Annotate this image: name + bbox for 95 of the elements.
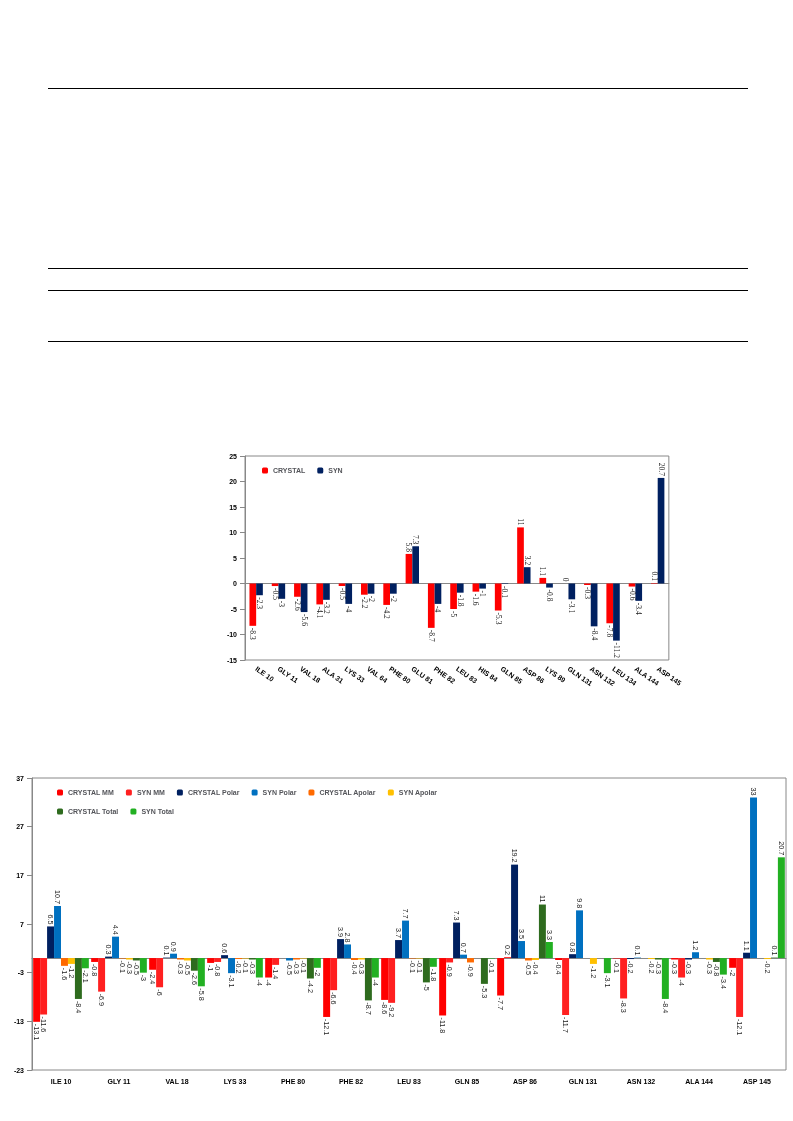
bar [221, 955, 229, 959]
bar [278, 583, 286, 599]
bar [156, 958, 164, 988]
bar [54, 905, 61, 959]
bar [412, 546, 419, 584]
bar [568, 583, 576, 600]
bar [569, 954, 577, 959]
bar [576, 910, 583, 959]
bar [479, 583, 486, 589]
bar [371, 958, 379, 978]
bar [538, 904, 546, 959]
bar [613, 583, 620, 641]
bar [91, 958, 99, 962]
bar [183, 958, 191, 961]
bar [603, 958, 611, 974]
bar [249, 583, 257, 626]
bar [265, 958, 273, 978]
bar [256, 583, 263, 596]
bar [286, 958, 293, 961]
bar [98, 958, 106, 992]
bar [381, 958, 389, 1000]
bar [620, 958, 628, 999]
bar [139, 958, 147, 973]
bar [439, 958, 447, 1016]
bar [518, 941, 525, 959]
bar [427, 583, 435, 628]
bar [736, 958, 744, 1017]
bar [546, 583, 553, 588]
bar [345, 583, 353, 604]
bar [511, 864, 519, 959]
bar [323, 958, 331, 1017]
bar [606, 583, 614, 624]
bar [450, 583, 457, 609]
bar [422, 958, 430, 983]
bar [402, 920, 409, 959]
bar [330, 958, 338, 991]
bar [40, 958, 48, 1015]
bar [712, 958, 720, 962]
bar [589, 958, 597, 964]
bar [190, 958, 198, 971]
bar [67, 958, 75, 964]
bar [170, 953, 177, 959]
bar [390, 583, 397, 594]
bar [497, 958, 505, 996]
bar [74, 958, 82, 999]
bar [719, 958, 727, 975]
bar [635, 583, 643, 601]
bar [395, 940, 403, 959]
bar [743, 952, 751, 959]
bar [47, 926, 55, 959]
bar [344, 944, 351, 959]
bar [383, 583, 390, 605]
bar [323, 583, 330, 600]
bar [364, 958, 372, 1001]
bar [525, 958, 532, 961]
bar [661, 958, 669, 999]
bar [61, 958, 68, 966]
bar [313, 958, 321, 968]
bar [361, 583, 368, 595]
bar [777, 857, 785, 959]
bar [149, 958, 157, 970]
bar [545, 942, 553, 959]
bar [446, 958, 454, 963]
bar [197, 958, 205, 987]
bar [81, 958, 89, 969]
bar [272, 958, 280, 965]
bar [228, 958, 235, 974]
bar [405, 553, 413, 584]
bar [628, 583, 636, 587]
bar [729, 958, 737, 968]
bar [33, 958, 41, 1022]
bar [429, 958, 437, 967]
bar [517, 527, 524, 584]
bar [480, 958, 488, 984]
bar [112, 936, 119, 959]
bar [692, 952, 699, 959]
bar [494, 583, 502, 611]
bar [132, 958, 140, 961]
bar [456, 583, 464, 593]
bar [337, 939, 345, 959]
bar [657, 477, 665, 584]
bar [453, 922, 461, 959]
bar [388, 958, 396, 1003]
bar [316, 583, 324, 605]
bar [562, 958, 570, 1016]
bar [523, 567, 531, 584]
bar [306, 958, 314, 979]
bar [294, 583, 301, 597]
bar [750, 797, 757, 959]
bar [678, 958, 686, 978]
bar [467, 958, 474, 963]
bar [255, 958, 263, 978]
bar [539, 577, 547, 584]
bar [214, 958, 222, 962]
bar [207, 958, 215, 963]
